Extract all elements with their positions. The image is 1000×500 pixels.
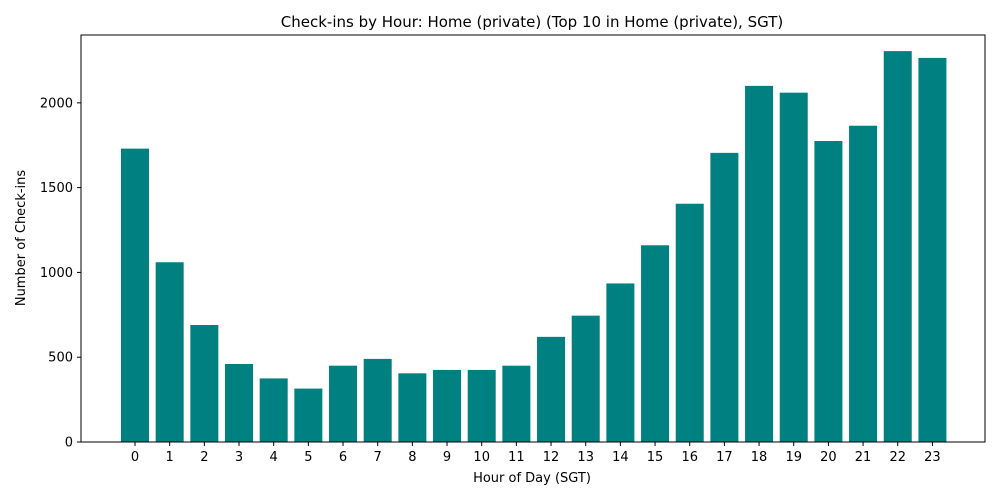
bar-0 xyxy=(121,148,149,442)
bar-18 xyxy=(745,85,774,442)
bar-23 xyxy=(918,57,947,443)
x-tick-label: 13 xyxy=(577,450,594,465)
y-tick-label: 2000 xyxy=(40,96,73,111)
bar-15 xyxy=(641,245,670,442)
x-tick-label: 18 xyxy=(751,450,768,465)
bar-6 xyxy=(329,365,358,442)
bars-group xyxy=(121,51,947,443)
x-tick-label: 2 xyxy=(200,450,208,465)
x-tick-label: 3 xyxy=(235,450,243,465)
x-tick-label: 8 xyxy=(408,450,416,465)
plot-frame xyxy=(80,34,986,443)
bar-19 xyxy=(779,92,808,443)
x-tick-label: 7 xyxy=(374,450,382,465)
x-tick-label: 11 xyxy=(508,450,525,465)
bar-5 xyxy=(294,388,323,442)
x-tick-label: 21 xyxy=(855,450,872,465)
x-tick-label: 20 xyxy=(820,450,837,465)
bar-3 xyxy=(225,363,254,442)
x-tick-label: 19 xyxy=(785,450,802,465)
x-tick-label: 4 xyxy=(270,450,278,465)
x-tick-label: 1 xyxy=(166,450,174,465)
bar-16 xyxy=(675,203,704,442)
bar-4 xyxy=(259,378,288,442)
bar-20 xyxy=(814,140,843,443)
y-tick-label: 1000 xyxy=(40,266,73,281)
x-tick-label: 23 xyxy=(924,450,941,465)
bar-12 xyxy=(537,336,566,442)
bar-10 xyxy=(467,369,496,442)
x-tick-label: 0 xyxy=(131,450,139,465)
bar-21 xyxy=(849,125,878,442)
x-tick-label: 15 xyxy=(647,450,664,465)
bar-1 xyxy=(155,262,184,442)
x-tick-label: 14 xyxy=(612,450,629,465)
bar-22 xyxy=(883,51,912,443)
x-axis-label: Hour of Day (SGT) xyxy=(473,471,591,486)
chart-title: Check-ins by Hour: Home (private) (Top 1… xyxy=(281,13,783,31)
bar-11 xyxy=(502,365,531,442)
x-tick-label: 6 xyxy=(339,450,347,465)
y-tick-label: 1500 xyxy=(40,181,73,196)
x-tick-label: 12 xyxy=(543,450,560,465)
bar-13 xyxy=(571,315,600,442)
y-tick-label: 0 xyxy=(65,436,73,451)
x-tick-label: 9 xyxy=(443,450,451,465)
y-axis-label: Number of Check-ins xyxy=(14,170,29,307)
x-tick-label: 17 xyxy=(716,450,733,465)
x-tick-label: 16 xyxy=(681,450,698,465)
bar-9 xyxy=(433,369,462,442)
bar-7 xyxy=(363,358,392,442)
bar-8 xyxy=(398,373,427,442)
bar-14 xyxy=(606,283,635,442)
bar-2 xyxy=(190,324,219,442)
x-tick-label: 22 xyxy=(889,450,906,465)
bar-17 xyxy=(710,152,739,442)
y-axis-ticks: 0 500 1000 1500 2000 xyxy=(40,96,81,451)
y-tick-label: 500 xyxy=(48,351,73,366)
x-axis-ticks: 0 1 2 3 4 5 6 7 8 9 10 11 12 13 14 15 16 17 18 19 20 21 22 23 xyxy=(131,442,941,465)
x-tick-label: 5 xyxy=(304,450,312,465)
x-tick-label: 10 xyxy=(473,450,490,465)
